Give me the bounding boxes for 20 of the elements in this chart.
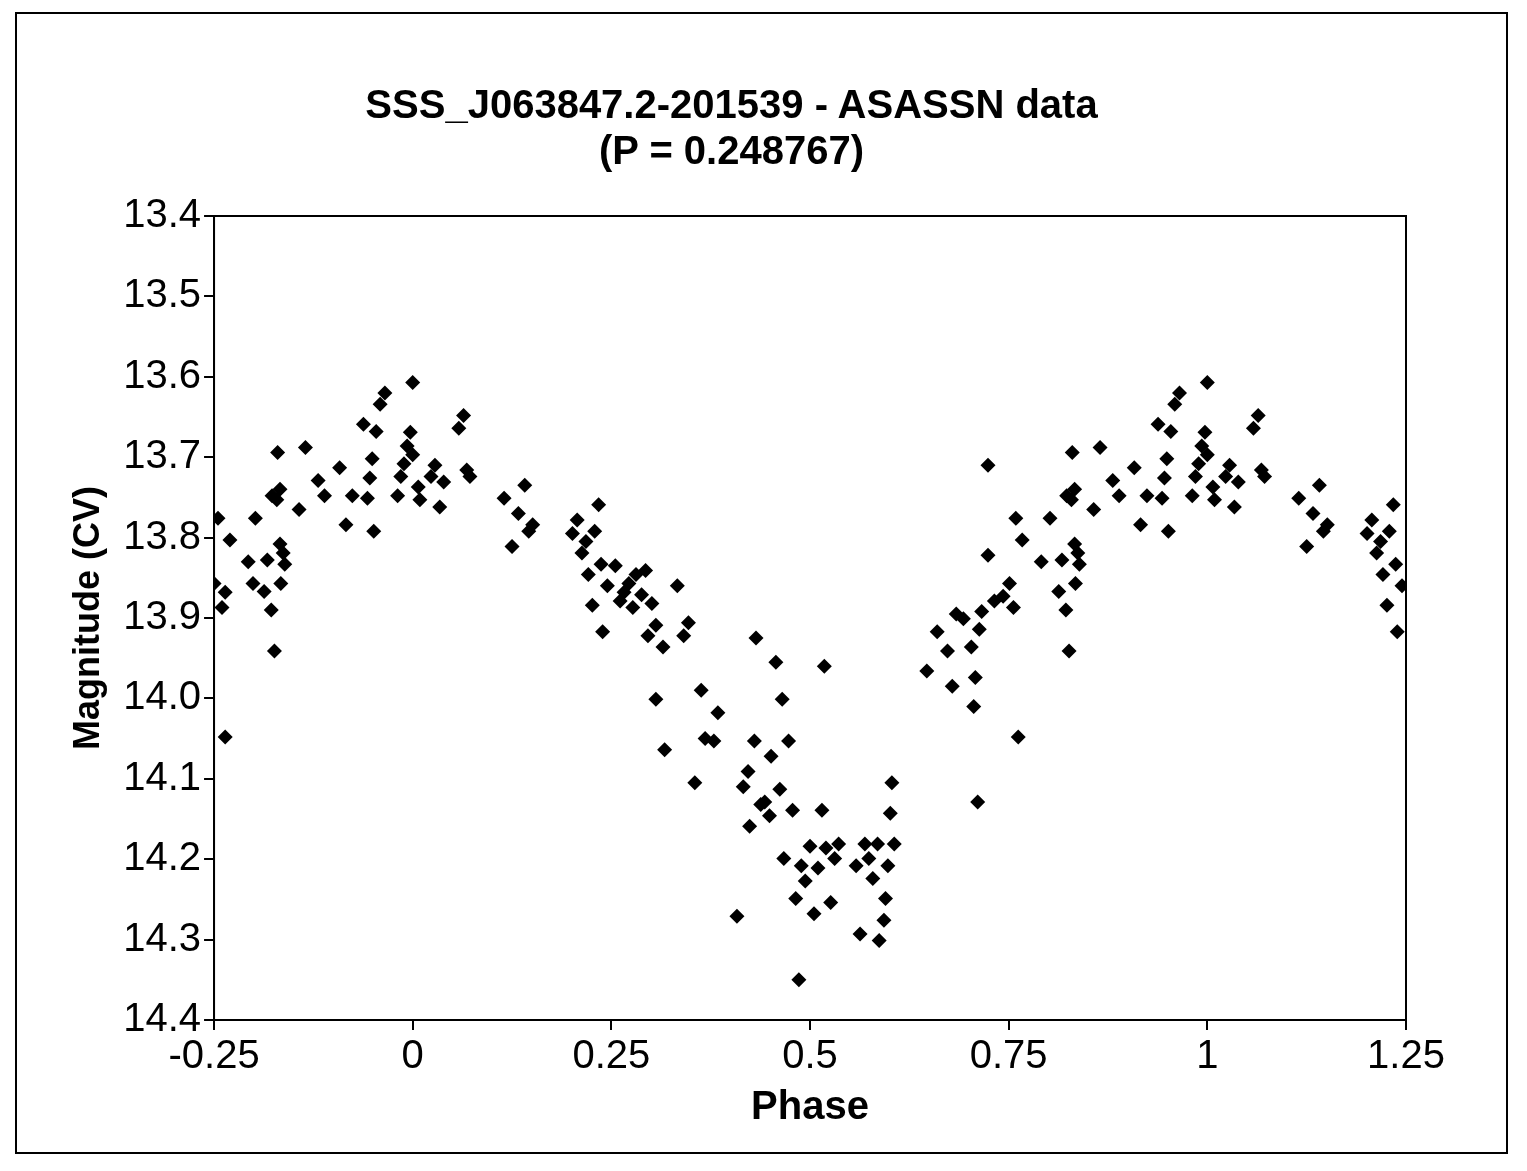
x-tick-label: 1.25 (1367, 1032, 1445, 1077)
chart-subtitle: (P = 0.248767) (598, 128, 865, 173)
y-tick-label: 13.6 (123, 351, 202, 396)
y-tick-label: 14.2 (123, 834, 202, 879)
x-axis-title: Phase (751, 1083, 869, 1128)
x-tick-label: 1 (1196, 1032, 1219, 1077)
y-tick-label: 14.3 (123, 914, 202, 959)
y-tick-label: 13.9 (123, 593, 202, 638)
x-tick-label: 0.5 (782, 1032, 838, 1077)
x-tick-label: 0.25 (572, 1032, 651, 1077)
x-tick-label: 0 (401, 1032, 424, 1077)
y-axis-title: Magnitude (CV) (65, 486, 107, 750)
y-tick-label: 13.4 (123, 191, 202, 236)
y-tick-label: 14.1 (123, 753, 202, 798)
chart-title: SSS_J063847.2-201539 - ASASSN data (365, 82, 1099, 127)
y-tick-label: 14.0 (123, 673, 202, 718)
y-tick-label: 13.5 (123, 271, 202, 316)
x-tick-label: 0.75 (969, 1032, 1048, 1077)
y-tick-label: 13.8 (123, 512, 202, 557)
y-tick-label: 13.7 (123, 432, 202, 477)
